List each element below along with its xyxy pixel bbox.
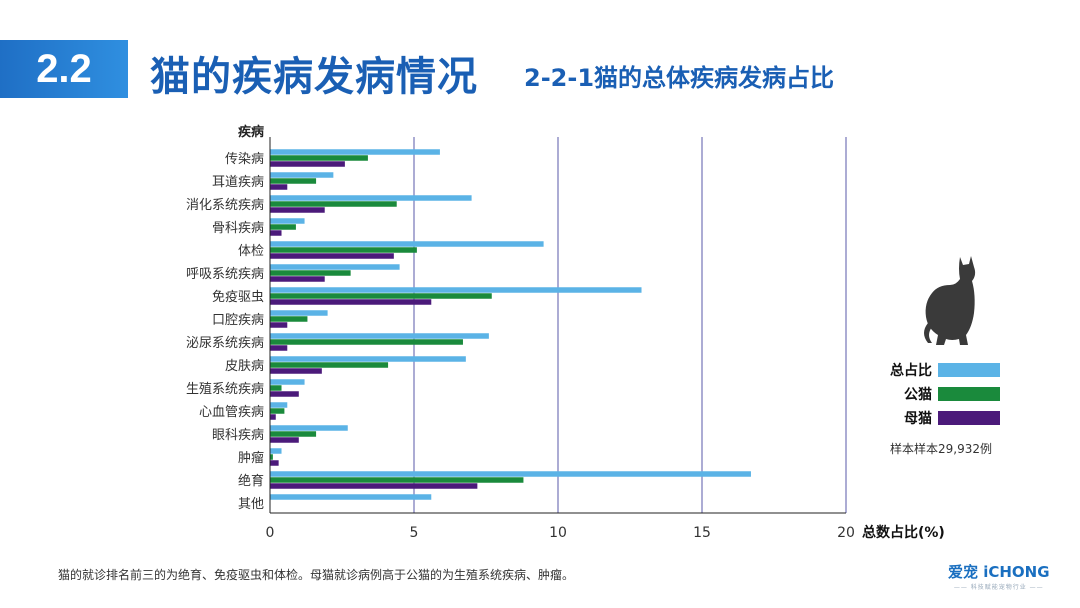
section-number: 2.2	[36, 46, 92, 91]
bar-0-7	[270, 310, 328, 316]
x-tick-label: 20	[837, 525, 855, 541]
category-label: 口腔疾病	[212, 313, 264, 328]
bar-2-8	[270, 345, 288, 351]
bar-1-7	[270, 316, 308, 322]
bar-0-11	[270, 402, 288, 408]
section-number-badge: 2.2	[0, 40, 128, 98]
bar-2-7	[270, 322, 288, 328]
bar-0-14	[270, 471, 751, 477]
legend-label: 总占比	[890, 363, 932, 379]
bar-0-2	[270, 195, 472, 201]
x-tick-label: 5	[410, 525, 419, 541]
bar-0-15	[270, 494, 432, 500]
chart-legend: 总占比 公猫 母猫	[880, 358, 1000, 430]
category-label: 皮肤病	[225, 359, 264, 374]
legend-label: 母猫	[904, 411, 932, 427]
bar-2-5	[270, 276, 325, 282]
bar-1-1	[270, 178, 317, 184]
category-label: 绝育	[238, 473, 264, 489]
brand-tagline: —— 科技赋能宠物行业 ——	[953, 584, 1044, 591]
page-title: 猫的疾病发病情况	[150, 54, 478, 100]
bar-1-10	[270, 385, 282, 391]
x-tick-label: 0	[266, 525, 275, 541]
category-label: 体检	[238, 244, 264, 259]
category-axis-header: 疾病	[238, 124, 264, 140]
bar-2-1	[270, 184, 288, 190]
bar-1-11	[270, 408, 285, 414]
bar-1-9	[270, 362, 389, 368]
cat-silhouette-icon	[924, 256, 976, 345]
x-tick-label: 10	[549, 525, 567, 541]
bar-1-13	[270, 454, 273, 460]
bar-2-3	[270, 230, 282, 236]
category-label: 消化系统疾病	[186, 198, 264, 213]
footnote: 猫的就诊排名前三的为绝育、免疫驱虫和体检。母猫就诊病例高于公猫的为生殖系统疾病、…	[58, 568, 575, 582]
bar-2-0	[270, 161, 345, 167]
legend-swatch-female	[938, 411, 1000, 425]
legend-item-male: 公猫	[880, 382, 1000, 406]
bar-1-14	[270, 477, 524, 483]
legend-item-total: 总占比	[880, 358, 1000, 382]
sample-size-note: 样本样本29,932例	[890, 442, 992, 456]
bar-1-3	[270, 224, 296, 230]
bar-0-9	[270, 356, 466, 362]
bar-1-5	[270, 270, 351, 276]
x-axis-label: 总数占比(%)	[862, 524, 945, 541]
bar-2-12	[270, 437, 299, 443]
bar-2-6	[270, 299, 432, 305]
brand-name: 爱宠 iCHONG	[948, 563, 1050, 581]
bar-0-10	[270, 379, 305, 385]
bar-1-4	[270, 247, 417, 253]
bar-0-13	[270, 448, 282, 454]
bar-0-12	[270, 425, 348, 431]
bar-0-3	[270, 218, 305, 224]
bar-0-1	[270, 172, 334, 178]
category-label: 骨科疾病	[212, 221, 264, 236]
legend-label: 公猫	[904, 387, 932, 403]
bar-2-13	[270, 460, 279, 466]
bar-0-0	[270, 149, 440, 155]
bar-1-8	[270, 339, 463, 345]
bar-0-8	[270, 333, 489, 339]
category-label: 免疫驱虫	[212, 289, 264, 305]
bar-1-12	[270, 431, 317, 437]
category-label: 眼科疾病	[212, 428, 264, 443]
category-label: 其他	[238, 497, 264, 512]
bar-1-2	[270, 201, 397, 207]
bar-0-4	[270, 241, 544, 247]
legend-item-female: 母猫	[880, 406, 1000, 430]
bar-2-14	[270, 483, 478, 489]
bar-2-11	[270, 414, 276, 420]
bar-2-10	[270, 391, 299, 397]
x-tick-label: 15	[693, 525, 711, 541]
bar-1-0	[270, 155, 368, 161]
bar-2-9	[270, 368, 322, 374]
page-subtitle: 2-2-1猫的总体疾病发病占比	[524, 64, 835, 92]
category-label: 传染病	[225, 152, 264, 167]
bar-2-2	[270, 207, 325, 213]
category-label: 泌尿系统疾病	[186, 336, 264, 351]
category-label: 呼吸系统疾病	[186, 267, 264, 282]
bar-1-6	[270, 293, 492, 299]
bar-0-6	[270, 287, 642, 293]
legend-swatch-total	[938, 363, 1000, 377]
category-label: 耳道疾病	[212, 175, 264, 190]
category-label: 心血管疾病	[199, 405, 264, 420]
legend-swatch-male	[938, 387, 1000, 401]
bar-0-5	[270, 264, 400, 270]
category-label: 肿瘤	[238, 450, 264, 466]
bar-2-4	[270, 253, 394, 259]
category-label: 生殖系统疾病	[186, 381, 264, 397]
brand-logo: 爱宠 iCHONG —— 科技赋能宠物行业 ——	[948, 561, 1050, 591]
